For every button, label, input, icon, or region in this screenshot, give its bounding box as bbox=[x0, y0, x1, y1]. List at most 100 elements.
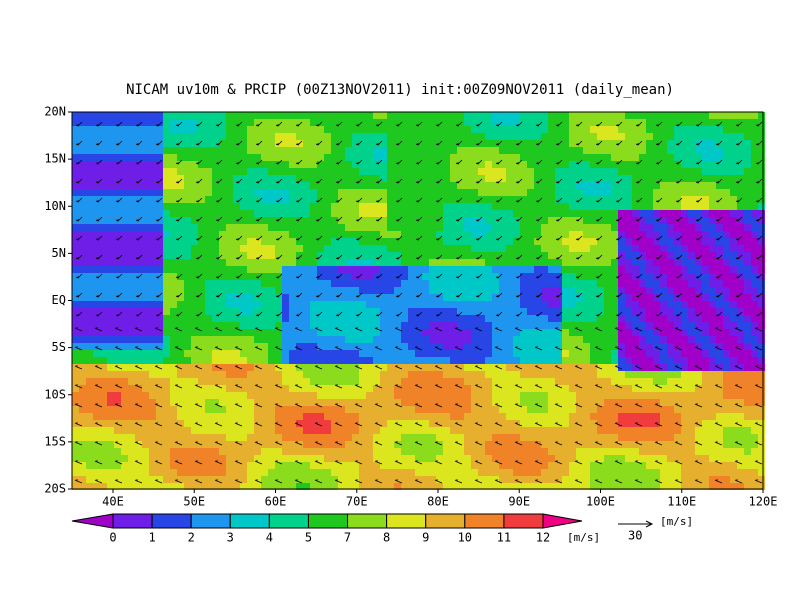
field-cell bbox=[527, 308, 534, 315]
field-cell bbox=[359, 441, 366, 448]
field-cell bbox=[345, 231, 352, 238]
field-cell bbox=[86, 168, 93, 175]
field-cell bbox=[93, 273, 100, 280]
field-cell bbox=[149, 483, 156, 490]
field-cell bbox=[142, 371, 149, 378]
field-cell bbox=[674, 161, 681, 168]
field-cell bbox=[142, 469, 149, 476]
field-cell bbox=[499, 392, 506, 399]
field-cell bbox=[478, 147, 485, 154]
field-cell bbox=[527, 196, 534, 203]
field-cell bbox=[688, 238, 695, 245]
field-cell bbox=[534, 441, 541, 448]
field-cell bbox=[212, 189, 219, 196]
field-cell bbox=[471, 154, 478, 161]
field-cell bbox=[562, 301, 569, 308]
field-cell bbox=[121, 154, 128, 161]
field-cell bbox=[331, 469, 338, 476]
field-cell bbox=[205, 140, 212, 147]
field-cell bbox=[296, 133, 303, 140]
field-cell bbox=[289, 210, 296, 217]
field-cell bbox=[226, 280, 233, 287]
field-cell bbox=[569, 175, 576, 182]
field-cell bbox=[135, 420, 142, 427]
field-cell bbox=[261, 462, 268, 469]
field-cell bbox=[520, 406, 527, 413]
field-cell bbox=[114, 147, 121, 154]
field-cell bbox=[464, 259, 471, 266]
field-cell bbox=[163, 441, 170, 448]
field-cell bbox=[436, 406, 443, 413]
field-cell bbox=[492, 203, 499, 210]
field-cell bbox=[282, 455, 289, 462]
field-cell bbox=[79, 133, 86, 140]
field-cell bbox=[604, 126, 611, 133]
field-cell bbox=[226, 210, 233, 217]
field-cell bbox=[156, 280, 163, 287]
field-cell bbox=[681, 364, 688, 371]
field-cell bbox=[632, 259, 639, 266]
field-cell bbox=[646, 154, 653, 161]
field-cell bbox=[86, 434, 93, 441]
field-cell bbox=[436, 266, 443, 273]
field-cell bbox=[667, 294, 674, 301]
field-cell bbox=[275, 140, 282, 147]
field-cell bbox=[464, 336, 471, 343]
field-cell bbox=[114, 252, 121, 259]
field-cell bbox=[443, 308, 450, 315]
field-cell bbox=[562, 357, 569, 364]
field-cell bbox=[163, 273, 170, 280]
field-cell bbox=[233, 308, 240, 315]
field-cell bbox=[646, 448, 653, 455]
field-cell bbox=[681, 399, 688, 406]
field-cell bbox=[394, 266, 401, 273]
field-cell bbox=[611, 329, 618, 336]
field-cell bbox=[93, 224, 100, 231]
field-cell bbox=[282, 392, 289, 399]
field-cell bbox=[534, 287, 541, 294]
field-cell bbox=[156, 154, 163, 161]
field-cell bbox=[674, 357, 681, 364]
field-cell bbox=[401, 280, 408, 287]
field-cell bbox=[170, 420, 177, 427]
field-cell bbox=[443, 154, 450, 161]
field-cell bbox=[387, 392, 394, 399]
field-cell bbox=[506, 378, 513, 385]
field-cell bbox=[604, 140, 611, 147]
field-cell bbox=[142, 357, 149, 364]
field-cell bbox=[226, 266, 233, 273]
field-cell bbox=[275, 392, 282, 399]
field-cell bbox=[303, 126, 310, 133]
field-cell bbox=[233, 364, 240, 371]
field-cell bbox=[583, 462, 590, 469]
field-cell bbox=[289, 462, 296, 469]
field-cell bbox=[709, 266, 716, 273]
field-cell bbox=[128, 343, 135, 350]
field-cell bbox=[310, 455, 317, 462]
field-cell bbox=[688, 231, 695, 238]
field-cell bbox=[380, 217, 387, 224]
field-cell bbox=[282, 259, 289, 266]
field-cell bbox=[625, 378, 632, 385]
field-cell bbox=[639, 427, 646, 434]
field-cell bbox=[527, 294, 534, 301]
field-cell bbox=[450, 308, 457, 315]
field-cell bbox=[674, 203, 681, 210]
field-cell bbox=[226, 308, 233, 315]
field-cell bbox=[443, 133, 450, 140]
field-cell bbox=[520, 203, 527, 210]
field-cell bbox=[555, 399, 562, 406]
field-cell bbox=[380, 126, 387, 133]
field-cell bbox=[177, 322, 184, 329]
field-cell bbox=[639, 476, 646, 483]
field-cell bbox=[289, 273, 296, 280]
field-cell bbox=[233, 434, 240, 441]
field-cell bbox=[639, 168, 646, 175]
field-cell bbox=[541, 322, 548, 329]
field-cell bbox=[380, 273, 387, 280]
field-cell bbox=[401, 434, 408, 441]
field-cell bbox=[359, 399, 366, 406]
field-cell bbox=[275, 161, 282, 168]
field-cell bbox=[177, 434, 184, 441]
field-cell bbox=[268, 413, 275, 420]
